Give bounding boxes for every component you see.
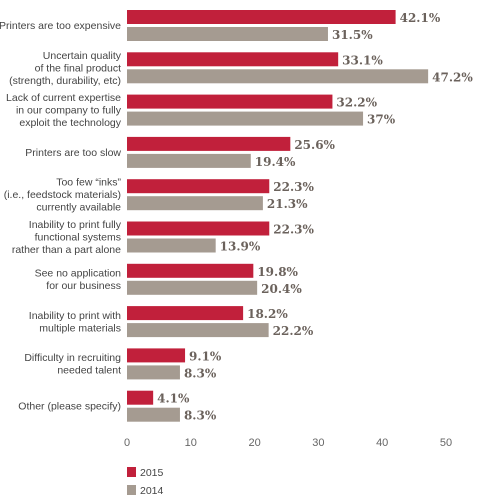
bar-2014-4: [127, 196, 263, 211]
value-label-2015-3: 25.6%: [294, 138, 335, 152]
value-label-2015-8: 9.1%: [189, 349, 222, 363]
value-label-2015-6: 19.8%: [257, 265, 298, 279]
x-tick-label-1: 10: [185, 437, 197, 449]
bar-2015-4: [127, 179, 270, 194]
legend-label-2015: 2015: [140, 467, 164, 479]
value-label-2014-2: 37%: [367, 113, 396, 127]
bar-2014-8: [127, 365, 180, 380]
x-tick-label-5: 50: [440, 437, 452, 449]
value-label-2015-1: 33.1%: [342, 53, 383, 67]
bar-2014-5: [127, 238, 216, 253]
x-tick-label-3: 30: [312, 437, 324, 449]
value-label-2015-0: 42.1%: [400, 11, 441, 25]
bar-2014-3: [127, 153, 251, 168]
category-label-0: Printers are too expensive: [0, 20, 121, 32]
category-label-2: Lack of current expertise in our company …: [6, 92, 122, 129]
x-tick-label-0: 0: [124, 437, 130, 449]
bar-2015-6: [127, 263, 254, 278]
value-label-2014-9: 8.3%: [184, 409, 217, 423]
legend-swatch-2014: [127, 485, 136, 495]
value-label-2014-3: 19.4%: [255, 155, 296, 169]
category-label-9: Other (please specify): [18, 401, 121, 413]
value-label-2014-6: 20.4%: [261, 282, 302, 296]
bar-2014-2: [127, 111, 364, 126]
value-label-2014-5: 13.9%: [220, 240, 261, 254]
legend-label-2014: 2014: [140, 485, 164, 497]
bar-2015-3: [127, 136, 291, 151]
category-label-8: Difficulty in recruiting needed talent: [24, 352, 121, 377]
bar-2014-0: [127, 27, 328, 41]
category-label-7: Inability to print with multiple material…: [29, 310, 121, 335]
bar-2014-9: [127, 407, 180, 422]
bar-2015-0: [127, 10, 396, 24]
category-label-6: See no application for our business: [35, 268, 122, 293]
bar-2014-7: [127, 323, 269, 338]
value-label-2015-4: 22.3%: [273, 180, 314, 194]
category-label-5: Inability to print fully functional syste…: [12, 219, 122, 256]
value-label-2014-0: 31.5%: [332, 28, 373, 42]
bar-2015-5: [127, 221, 270, 236]
value-label-2014-8: 8.3%: [184, 366, 217, 380]
bar-2015-2: [127, 94, 333, 109]
value-label-2015-9: 4.1%: [157, 392, 190, 406]
value-label-2015-7: 18.2%: [247, 307, 288, 321]
x-tick-label-2: 20: [248, 437, 260, 449]
value-label-2015-5: 22.3%: [273, 223, 314, 237]
bar-2015-1: [127, 52, 339, 67]
value-label-2015-2: 32.2%: [336, 96, 377, 110]
bar-2014-6: [127, 280, 258, 295]
value-label-2014-4: 21.3%: [267, 197, 308, 211]
category-label-4: Too few “inks” (i.e., feedstock materials…: [4, 177, 122, 214]
bar-2014-1: [127, 69, 429, 84]
legend-swatch-2015: [127, 467, 136, 477]
category-label-1: Uncertain quality of the final product (st…: [9, 50, 122, 87]
bar-2015-8: [127, 348, 186, 363]
category-label-3: Printers are too slow: [25, 147, 121, 159]
value-label-2014-1: 47.2%: [432, 70, 473, 84]
x-tick-label-4: 40: [376, 437, 388, 449]
bar-2015-9: [127, 390, 154, 405]
bar-2015-7: [127, 306, 244, 321]
value-label-2014-7: 22.2%: [273, 324, 314, 338]
